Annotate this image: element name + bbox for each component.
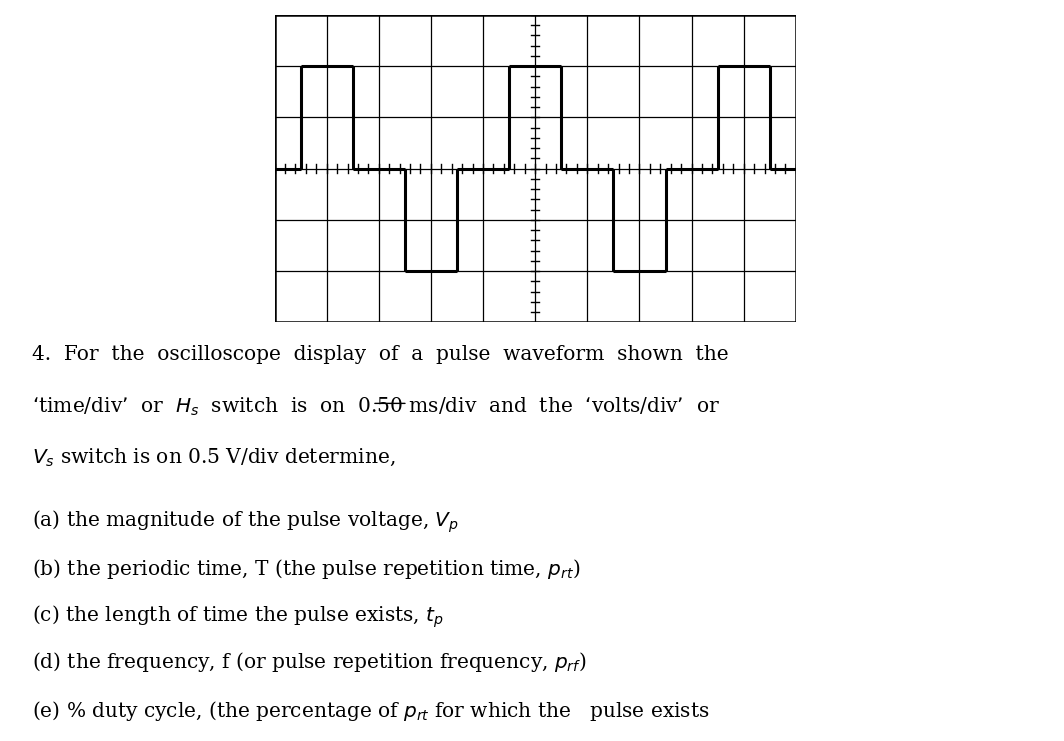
- Text: $V_s$ switch is on 0.5 V/div determine,: $V_s$ switch is on 0.5 V/div determine,: [32, 446, 396, 468]
- Text: (a) the magnitude of the pulse voltage, $V_p$: (a) the magnitude of the pulse voltage, …: [32, 509, 459, 535]
- Text: (b) the periodic time, T (the pulse repetition time, $p_{rt}$): (b) the periodic time, T (the pulse repe…: [32, 557, 581, 581]
- Text: ‘time/div’  or  $H_s$  switch  is  on  0.50 ms/div  and  the  ‘volts/div’  or: ‘time/div’ or $H_s$ switch is on 0.50 ms…: [32, 396, 720, 418]
- Text: 4.  For  the  oscilloscope  display  of  a  pulse  waveform  shown  the: 4. For the oscilloscope display of a pul…: [32, 345, 729, 365]
- Text: (d) the frequency, f (or pulse repetition frequency, $p_{rf}$): (d) the frequency, f (or pulse repetitio…: [32, 650, 586, 674]
- Text: (c) the length of time the pulse exists, $t_p$: (c) the length of time the pulse exists,…: [32, 604, 444, 630]
- Text: (e) % duty cycle, (the percentage of $p_{rt}$ for which the   pulse exists: (e) % duty cycle, (the percentage of $p_…: [32, 699, 710, 722]
